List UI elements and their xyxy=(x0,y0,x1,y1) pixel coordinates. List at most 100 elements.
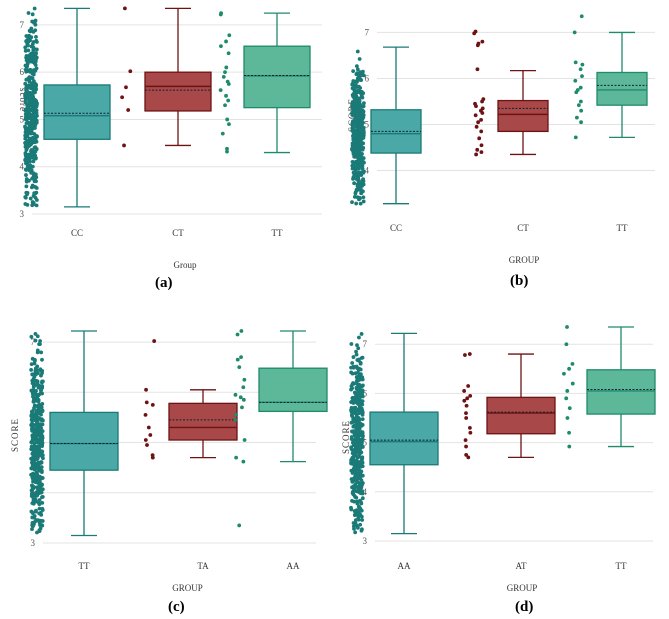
data-point xyxy=(34,456,39,461)
data-point xyxy=(237,365,242,370)
data-point xyxy=(37,520,42,525)
data-point xyxy=(565,416,570,420)
data-point xyxy=(31,409,35,413)
x-tick-label: TT xyxy=(616,561,627,571)
data-point xyxy=(226,51,231,56)
data-point xyxy=(357,181,362,186)
data-point xyxy=(480,111,485,115)
data-point xyxy=(354,150,358,155)
chart-panel-c: 34567SCOREGROUPTTTAAA (c) xyxy=(0,315,335,619)
data-point xyxy=(360,121,364,126)
data-point xyxy=(26,94,31,99)
data-point xyxy=(38,449,43,453)
data-point xyxy=(28,75,33,80)
data-point xyxy=(567,366,571,371)
data-point xyxy=(240,405,244,410)
box-iqr xyxy=(369,411,439,466)
data-point xyxy=(29,491,34,496)
x-tick-label: TT xyxy=(272,228,283,238)
x-tick-label: AA xyxy=(398,561,411,571)
data-point xyxy=(25,202,30,207)
data-point xyxy=(356,346,361,351)
data-point xyxy=(32,6,37,11)
data-point xyxy=(237,523,242,528)
data-point xyxy=(353,92,358,97)
data-point xyxy=(26,103,31,108)
data-point xyxy=(238,395,243,400)
data-point xyxy=(479,118,483,122)
data-point xyxy=(349,446,354,451)
data-point xyxy=(29,362,34,367)
data-point xyxy=(353,133,358,138)
data-point xyxy=(34,186,39,190)
data-point xyxy=(40,379,45,384)
data-point xyxy=(31,159,36,164)
data-point xyxy=(361,179,366,184)
data-point xyxy=(30,42,35,47)
data-point xyxy=(462,398,467,403)
data-point xyxy=(360,491,365,495)
data-point xyxy=(356,112,361,117)
data-point xyxy=(580,74,584,79)
data-point xyxy=(464,411,468,415)
data-point xyxy=(359,332,364,336)
data-point xyxy=(27,127,32,131)
data-point xyxy=(351,521,356,525)
data-point xyxy=(37,402,42,407)
y-axis-label: SCORE xyxy=(10,418,20,452)
data-point xyxy=(351,69,356,73)
data-point xyxy=(32,467,37,472)
data-point xyxy=(475,67,480,72)
data-point xyxy=(357,57,362,61)
data-point xyxy=(474,104,478,108)
data-point xyxy=(23,195,28,200)
data-point xyxy=(352,181,357,186)
data-point xyxy=(33,18,38,23)
data-point xyxy=(26,48,31,53)
data-point xyxy=(358,464,363,469)
data-point xyxy=(350,200,354,205)
y-tick-label: 5 xyxy=(365,120,370,130)
data-point xyxy=(40,495,44,500)
data-point xyxy=(352,407,357,411)
y-tick-label: 4 xyxy=(363,487,368,497)
data-point xyxy=(565,325,569,329)
data-point xyxy=(578,99,583,104)
data-point xyxy=(126,108,131,112)
data-point xyxy=(23,94,28,99)
data-point xyxy=(349,384,354,389)
data-point xyxy=(33,63,38,67)
data-point xyxy=(24,77,29,82)
data-point xyxy=(24,179,29,184)
data-point xyxy=(351,162,356,167)
data-point xyxy=(359,159,363,163)
data-point xyxy=(23,136,28,141)
data-point xyxy=(40,402,45,406)
data-point xyxy=(578,67,583,72)
data-point xyxy=(350,82,355,87)
data-point xyxy=(39,384,44,389)
data-point xyxy=(24,148,29,152)
box-iqr xyxy=(168,402,238,441)
data-point xyxy=(464,444,468,449)
data-point xyxy=(361,169,366,174)
y-tick-label: 7 xyxy=(365,27,370,37)
data-point xyxy=(33,86,37,91)
data-point xyxy=(463,438,468,443)
data-point xyxy=(466,384,471,388)
data-point xyxy=(361,195,366,200)
data-point xyxy=(351,364,356,369)
data-point xyxy=(352,419,357,424)
data-point xyxy=(28,29,33,34)
data-point xyxy=(29,108,34,113)
data-point xyxy=(37,426,42,431)
data-point xyxy=(355,400,360,405)
data-point xyxy=(349,458,354,463)
data-point xyxy=(39,465,44,470)
data-point xyxy=(572,30,577,35)
y-tick-label: 6 xyxy=(363,388,368,398)
data-point xyxy=(360,399,365,404)
data-point xyxy=(579,108,584,113)
data-point xyxy=(357,433,362,438)
data-point xyxy=(36,481,40,485)
